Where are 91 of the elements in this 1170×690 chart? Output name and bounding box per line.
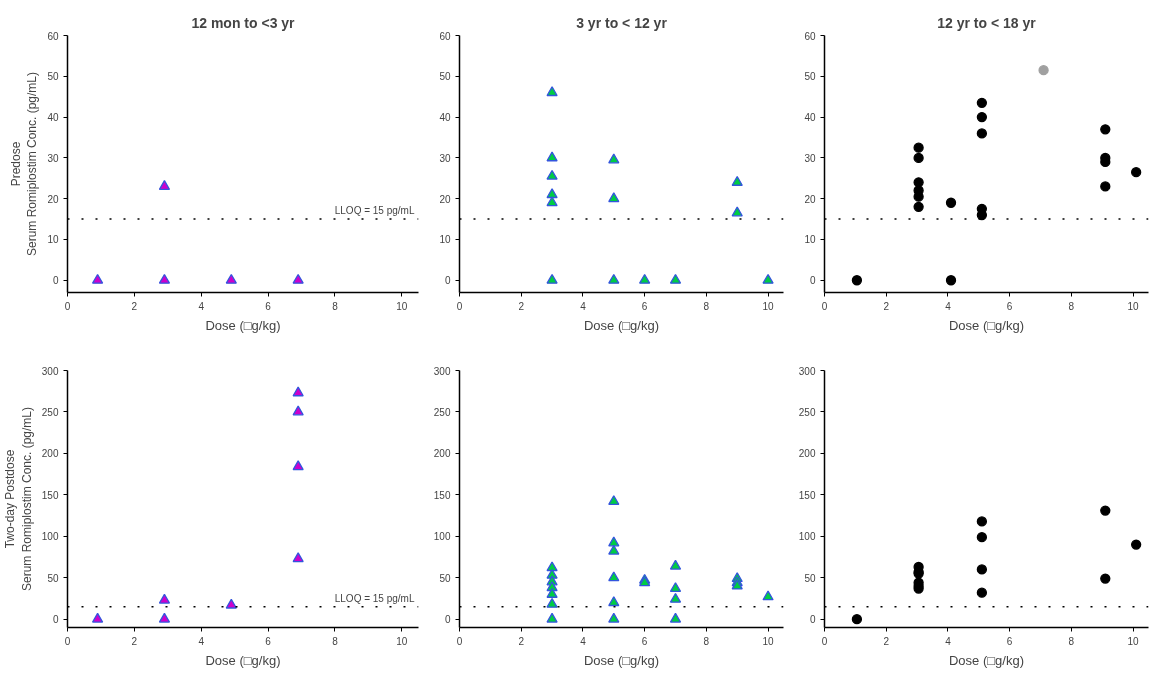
y-tick-label: 10 — [439, 234, 451, 246]
y-tick-label: 10 — [804, 234, 816, 246]
x-tick-label: 4 — [945, 300, 952, 312]
x-tick-label: 2 — [518, 300, 525, 312]
y-axis-title: Predose Serum Romiplostim Conc. (pg/mL) — [8, 71, 40, 257]
y-tick-label: 150 — [433, 489, 451, 501]
x-axis-title: Dose (□g/kg) — [948, 317, 1025, 333]
x-tick-label: 0 — [456, 635, 463, 647]
y-tick-label: 40 — [804, 112, 816, 124]
y-tick-label: 50 — [804, 71, 816, 83]
chart-title: 3 yr to < 12 yr — [576, 14, 668, 31]
x-tick-label: 6 — [265, 300, 272, 312]
y-tick-label: 300 — [41, 365, 59, 377]
x-tick-label: 6 — [1006, 300, 1013, 312]
x-tick-label: 2 — [131, 300, 138, 312]
x-tick-label: 8 — [332, 300, 339, 312]
chart-title: 12 yr to < 18 yr — [937, 14, 1037, 31]
x-axis-title: Dose (□g/kg) — [205, 317, 281, 333]
y-tick-label: 300 — [433, 365, 451, 377]
y-tick-label: 200 — [798, 448, 816, 460]
x-tick-label: 10 — [1127, 300, 1140, 312]
y-tick-label: 30 — [804, 152, 816, 164]
ref-line-label: LLOQ = 15 pg/mL — [334, 205, 415, 217]
y-tick-label: 50 — [439, 71, 451, 83]
x-axis-title: Dose (□g/kg) — [583, 317, 660, 333]
x-axis-title: Dose (□g/kg) — [583, 652, 660, 668]
y-tick-label: 20 — [804, 193, 816, 205]
y-tick-label: 50 — [47, 71, 59, 83]
x-axis-title: Dose (□g/kg) — [205, 652, 281, 668]
y-tick-label: 0 — [809, 614, 816, 626]
x-tick-label: 4 — [198, 300, 205, 312]
y-tick-label: 0 — [809, 275, 816, 287]
y-tick-label: 40 — [439, 112, 451, 124]
x-tick-label: 2 — [883, 635, 890, 647]
y-tick-label: 0 — [52, 614, 59, 626]
x-tick-label: 8 — [332, 635, 339, 647]
y-tick-label: 300 — [798, 365, 816, 377]
y-tick-label: 100 — [798, 531, 816, 543]
x-tick-label: 2 — [131, 635, 138, 647]
y-tick-label: 10 — [47, 234, 59, 246]
x-tick-label: 0 — [821, 635, 828, 647]
y-tick-label: 0 — [444, 614, 451, 626]
x-tick-label: 6 — [641, 635, 648, 647]
y-tick-label: 200 — [41, 448, 59, 460]
chart-title: 12 mon to <3 yr — [191, 14, 296, 31]
y-tick-label: 40 — [47, 112, 59, 124]
y-tick-label: 60 — [804, 30, 816, 42]
x-tick-label: 4 — [580, 300, 587, 312]
x-tick-label: 10 — [762, 300, 775, 312]
y-tick-label: 100 — [433, 531, 451, 543]
x-tick-label: 8 — [1068, 300, 1075, 312]
y-tick-label: 150 — [798, 489, 816, 501]
x-tick-label: 0 — [64, 300, 71, 312]
y-tick-label: 0 — [52, 275, 59, 287]
x-tick-label: 8 — [703, 300, 710, 312]
x-tick-label: 0 — [456, 300, 463, 312]
y-tick-label: 20 — [439, 193, 451, 205]
x-tick-label: 0 — [64, 635, 71, 647]
y-tick-label: 20 — [47, 193, 59, 205]
x-tick-label: 10 — [762, 635, 775, 647]
y-tick-label: 250 — [433, 406, 451, 418]
y-tick-label: 100 — [41, 531, 59, 543]
x-tick-label: 4 — [580, 635, 587, 647]
x-tick-label: 10 — [396, 635, 408, 647]
y-tick-label: 200 — [433, 448, 451, 460]
x-tick-label: 8 — [703, 635, 710, 647]
x-tick-label: 10 — [1127, 635, 1140, 647]
y-tick-label: 60 — [439, 30, 451, 42]
y-tick-label: 30 — [47, 152, 59, 164]
x-tick-label: 4 — [198, 635, 205, 647]
y-tick-label: 0 — [444, 275, 451, 287]
x-tick-label: 0 — [821, 300, 828, 312]
x-tick-label: 10 — [396, 300, 408, 312]
y-tick-label: 50 — [47, 572, 59, 584]
y-tick-label: 50 — [439, 572, 451, 584]
y-tick-label: 30 — [439, 152, 451, 164]
x-tick-label: 6 — [265, 635, 272, 647]
x-tick-label: 8 — [1068, 635, 1075, 647]
y-tick-label: 50 — [804, 572, 816, 584]
y-tick-label: 250 — [41, 406, 59, 418]
x-tick-label: 2 — [883, 300, 890, 312]
y-tick-label: 150 — [41, 489, 59, 501]
x-axis-title: Dose (□g/kg) — [948, 652, 1025, 668]
x-tick-label: 2 — [518, 635, 525, 647]
x-tick-label: 6 — [641, 300, 648, 312]
y-tick-label: 250 — [798, 406, 816, 418]
y-axis-title: Two-day Postdose Serum Romiplostim Conc. (pg/mL) — [3, 406, 34, 592]
x-tick-label: 4 — [945, 635, 952, 647]
x-tick-label: 6 — [1006, 635, 1013, 647]
y-tick-label: 60 — [47, 30, 59, 42]
ref-line-label: LLOQ = 15 pg/mL — [334, 592, 415, 604]
